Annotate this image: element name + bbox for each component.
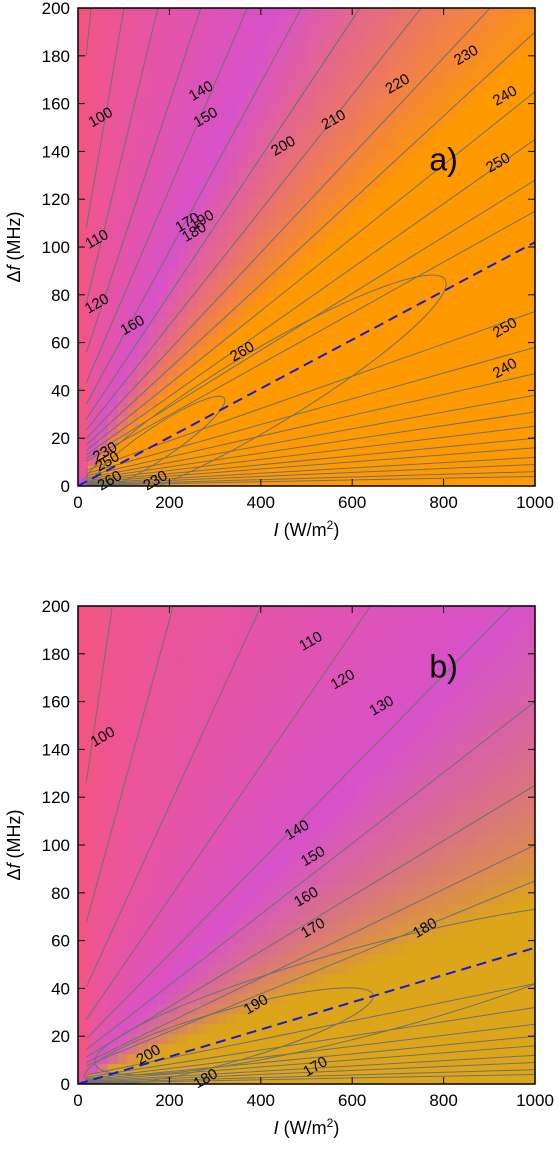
y-tick-label: 140 <box>42 740 70 759</box>
y-tick-label: 80 <box>51 884 70 903</box>
contour-line <box>85 8 202 353</box>
heatmap-field <box>78 606 535 1084</box>
y-tick-label: 80 <box>51 286 70 305</box>
panel-a: 1001101201601401501701801902002102202302… <box>4 0 554 540</box>
contour-line <box>85 8 302 405</box>
x-tick-label: 600 <box>338 493 366 512</box>
x-tick-label: 200 <box>155 1091 183 1110</box>
contour-line <box>85 606 513 1040</box>
contour-line <box>86 456 535 484</box>
y-tick-label: 20 <box>51 429 70 448</box>
heatmap-field <box>78 8 535 486</box>
contour-line <box>85 606 174 923</box>
x-tick-label: 1000 <box>516 1091 554 1110</box>
contour-ellipse <box>90 395 226 486</box>
y-tick-label: 160 <box>42 95 70 114</box>
contour-line <box>86 394 535 479</box>
contour-ellipse <box>78 274 447 486</box>
contour-line <box>85 210 535 462</box>
contour-line <box>86 1069 535 1084</box>
x-tick-label: 0 <box>73 493 82 512</box>
y-tick-label: 60 <box>51 932 70 951</box>
contour-line <box>86 1007 535 1078</box>
contour-line <box>85 606 372 1020</box>
x-tick-label: 400 <box>247 1091 275 1110</box>
contour-line <box>86 880 535 1067</box>
contour-line <box>86 1054 535 1082</box>
contour-line <box>86 844 535 1063</box>
contour-line <box>86 1073 535 1084</box>
x-tick-label: 400 <box>247 493 275 512</box>
contour-line <box>85 139 535 456</box>
contour-ellipse <box>83 987 374 1084</box>
y-tick-label: 140 <box>42 142 70 161</box>
x-tick-label: 200 <box>155 493 183 512</box>
contour-line <box>86 463 535 485</box>
y-tick-label: 100 <box>42 238 70 257</box>
contour-line <box>85 31 535 446</box>
x-tick-label: 800 <box>429 1091 457 1110</box>
y-tick-label: 40 <box>51 381 70 400</box>
contour-line <box>85 8 361 420</box>
contour-line <box>85 701 535 1050</box>
contour-line <box>85 8 422 431</box>
y-tick-label: 20 <box>51 1027 70 1046</box>
contour-line <box>86 437 535 483</box>
y-tick-label: 160 <box>42 693 70 712</box>
contour-line <box>86 447 535 484</box>
x-tick-label: 0 <box>73 1091 82 1110</box>
contour-line <box>86 346 535 475</box>
contour-line <box>85 8 491 440</box>
x-axis-label: I (W/m2) <box>274 518 340 540</box>
contour-lines <box>78 8 535 486</box>
x-tick-label: 1000 <box>516 493 554 512</box>
panel-label: b) <box>429 649 457 685</box>
y-tick-label: 180 <box>42 47 70 66</box>
y-tick-label: 200 <box>42 597 70 616</box>
contour-line <box>85 606 262 988</box>
y-tick-label: 200 <box>42 0 70 18</box>
contour-line <box>85 784 535 1058</box>
contour-line <box>85 8 248 383</box>
y-tick-label: 0 <box>61 1075 70 1094</box>
optimum-dashed-line <box>78 241 535 486</box>
y-tick-label: 120 <box>42 190 70 209</box>
x-axis-label: I (W/m2) <box>274 1116 340 1138</box>
contour-line <box>86 411 535 480</box>
contour-line <box>86 373 535 477</box>
y-tick-label: 180 <box>42 645 70 664</box>
x-tick-label: 800 <box>429 493 457 512</box>
contour-line <box>86 425 535 482</box>
contour-line <box>86 1035 535 1081</box>
contour-line <box>86 311 535 471</box>
contour-line <box>86 1023 535 1080</box>
contour-line <box>86 1045 535 1082</box>
y-tick-label: 60 <box>51 334 70 353</box>
y-axis-label: Δf (MHz) <box>4 809 24 880</box>
y-axis-label: Δf (MHz) <box>4 211 24 282</box>
contour-lines <box>83 606 535 1084</box>
contour-line <box>85 91 535 451</box>
y-tick-label: 0 <box>61 477 70 496</box>
x-tick-label: 600 <box>338 1091 366 1110</box>
panel-label: a) <box>429 142 457 178</box>
contour-line <box>86 475 535 486</box>
y-tick-label: 100 <box>42 836 70 855</box>
y-tick-label: 40 <box>51 979 70 998</box>
y-tick-label: 120 <box>42 788 70 807</box>
contour-line <box>86 471 535 486</box>
